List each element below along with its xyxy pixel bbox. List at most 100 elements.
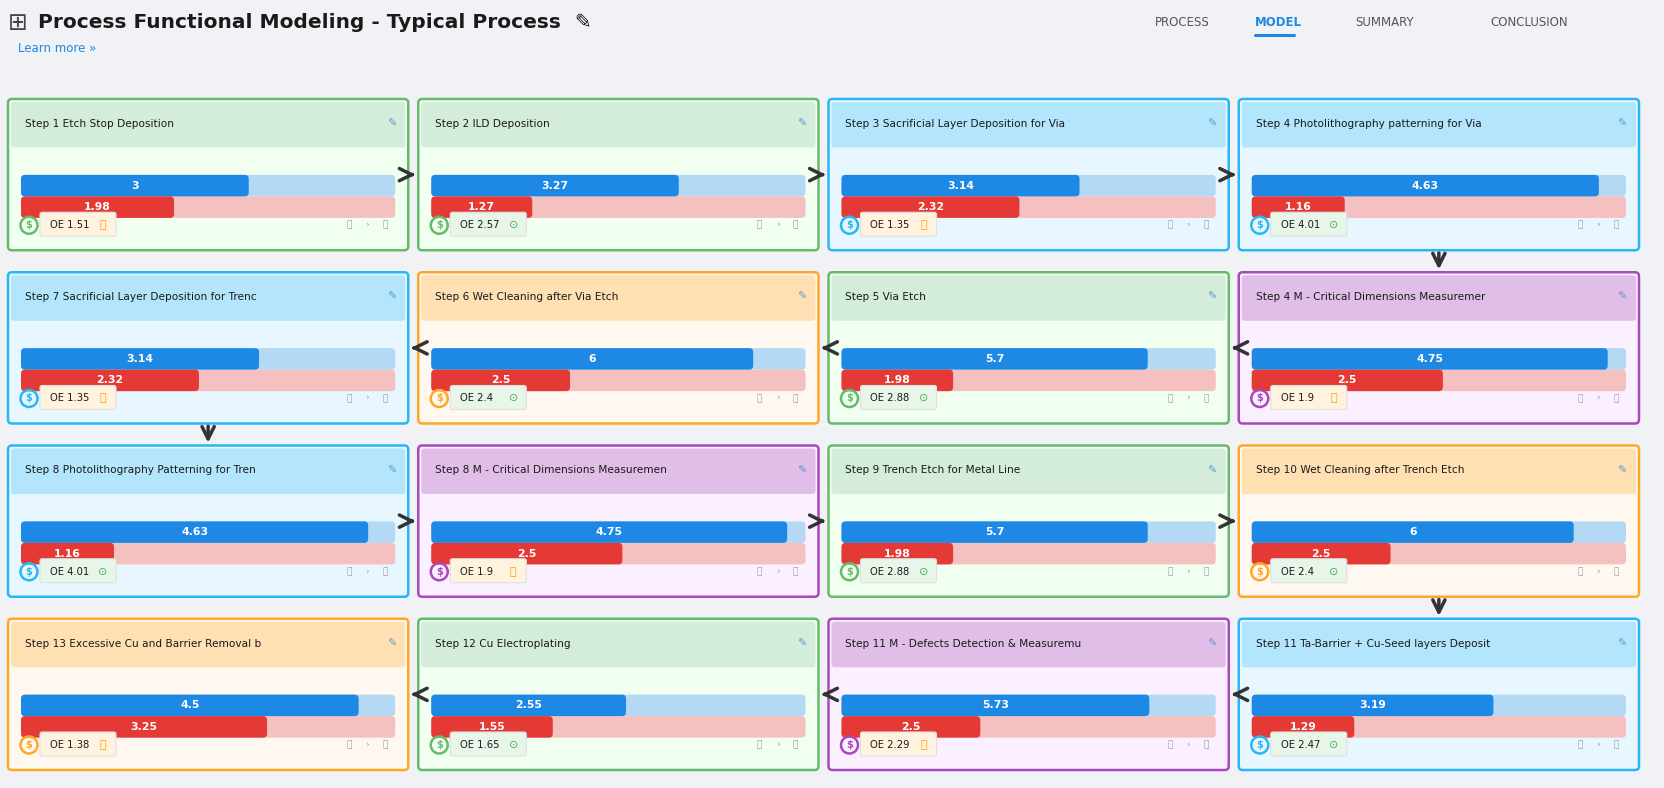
FancyBboxPatch shape	[22, 370, 394, 391]
FancyBboxPatch shape	[840, 522, 1215, 543]
FancyBboxPatch shape	[431, 543, 622, 564]
FancyBboxPatch shape	[22, 522, 368, 543]
FancyBboxPatch shape	[840, 716, 980, 738]
Text: $: $	[845, 221, 852, 230]
FancyBboxPatch shape	[418, 445, 819, 597]
Text: ›: ›	[775, 394, 779, 403]
Text: OE 4.01: OE 4.01	[1280, 221, 1320, 230]
FancyBboxPatch shape	[830, 448, 1225, 494]
Text: ›: ›	[1596, 741, 1599, 749]
Text: $: $	[436, 567, 443, 577]
FancyBboxPatch shape	[449, 732, 526, 756]
FancyBboxPatch shape	[431, 695, 805, 716]
Text: 🗑: 🗑	[1576, 221, 1582, 230]
Text: $: $	[845, 567, 852, 577]
Text: 1.98: 1.98	[884, 375, 910, 385]
Text: $: $	[845, 393, 852, 403]
FancyBboxPatch shape	[431, 370, 569, 391]
FancyBboxPatch shape	[22, 716, 266, 738]
Text: Step 2 ILD Deposition: Step 2 ILD Deposition	[434, 119, 549, 128]
Text: 🗑: 🗑	[1166, 741, 1171, 749]
Text: ✎: ✎	[386, 292, 396, 302]
Text: ✎: ✎	[1206, 119, 1216, 128]
Text: SUMMARY: SUMMARY	[1354, 17, 1413, 29]
FancyBboxPatch shape	[840, 348, 1215, 370]
Text: ⤢: ⤢	[383, 221, 388, 230]
Text: $: $	[1256, 221, 1263, 230]
FancyBboxPatch shape	[840, 522, 1146, 543]
Text: OE 4.01: OE 4.01	[50, 567, 90, 577]
FancyBboxPatch shape	[421, 448, 815, 494]
FancyBboxPatch shape	[431, 348, 752, 370]
Text: $: $	[1256, 567, 1263, 577]
Text: 6: 6	[587, 354, 596, 364]
FancyBboxPatch shape	[40, 732, 116, 756]
Text: 🗑: 🗑	[1166, 567, 1171, 576]
Text: Step 11 M - Defects Detection & Measuremu: Step 11 M - Defects Detection & Measurem…	[845, 638, 1082, 649]
FancyBboxPatch shape	[1241, 622, 1636, 667]
FancyBboxPatch shape	[1251, 716, 1626, 738]
FancyBboxPatch shape	[1241, 275, 1636, 321]
FancyBboxPatch shape	[22, 522, 394, 543]
Text: 2.5: 2.5	[1311, 548, 1330, 559]
Text: OE 2.4: OE 2.4	[1280, 567, 1313, 577]
FancyBboxPatch shape	[1241, 102, 1636, 147]
FancyBboxPatch shape	[8, 619, 408, 770]
FancyBboxPatch shape	[860, 732, 935, 756]
Text: 2.5: 2.5	[491, 375, 511, 385]
Text: Step 8 M - Critical Dimensions Measuremen: Step 8 M - Critical Dimensions Measureme…	[434, 465, 667, 475]
FancyBboxPatch shape	[22, 543, 113, 564]
FancyBboxPatch shape	[829, 619, 1228, 770]
Text: ✎: ✎	[797, 465, 805, 475]
FancyBboxPatch shape	[830, 102, 1225, 147]
FancyBboxPatch shape	[1238, 445, 1637, 597]
Text: $: $	[25, 393, 32, 403]
FancyBboxPatch shape	[22, 175, 248, 196]
Text: ⊙: ⊙	[1328, 740, 1338, 750]
Text: Step 5 Via Etch: Step 5 Via Etch	[845, 292, 925, 302]
Text: ⤢: ⤢	[1612, 567, 1617, 576]
Text: ⊞: ⊞	[8, 11, 28, 35]
Text: Step 7 Sacrificial Layer Deposition for Trenc: Step 7 Sacrificial Layer Deposition for …	[25, 292, 256, 302]
Text: 🗑: 🗑	[346, 221, 351, 230]
Text: $: $	[1256, 393, 1263, 403]
Text: 4.63: 4.63	[181, 527, 208, 537]
Text: ⤢: ⤢	[1203, 567, 1208, 576]
FancyBboxPatch shape	[421, 102, 815, 147]
Text: ›: ›	[1185, 394, 1188, 403]
FancyBboxPatch shape	[860, 385, 935, 410]
FancyBboxPatch shape	[1251, 522, 1626, 543]
Text: ⊙: ⊙	[919, 393, 927, 403]
FancyBboxPatch shape	[1270, 732, 1346, 756]
FancyBboxPatch shape	[22, 370, 198, 391]
Text: OE 1.35: OE 1.35	[870, 221, 909, 230]
Text: ✎: ✎	[386, 638, 396, 649]
Text: OE 2.4: OE 2.4	[459, 393, 493, 403]
FancyBboxPatch shape	[12, 448, 404, 494]
FancyBboxPatch shape	[1251, 522, 1572, 543]
Text: ✎: ✎	[1206, 638, 1216, 649]
FancyBboxPatch shape	[449, 385, 526, 410]
Text: ⤢: ⤢	[383, 567, 388, 576]
Text: ✎: ✎	[1616, 119, 1626, 128]
FancyBboxPatch shape	[12, 622, 404, 667]
FancyBboxPatch shape	[1251, 370, 1626, 391]
FancyBboxPatch shape	[1251, 543, 1389, 564]
FancyBboxPatch shape	[840, 370, 1215, 391]
FancyBboxPatch shape	[22, 716, 394, 738]
Text: ›: ›	[364, 221, 369, 230]
FancyBboxPatch shape	[1251, 175, 1597, 196]
Text: ✎: ✎	[386, 119, 396, 128]
Text: 2.5: 2.5	[900, 722, 920, 732]
Text: 3.14: 3.14	[126, 354, 153, 364]
Text: 5.73: 5.73	[982, 701, 1008, 711]
FancyBboxPatch shape	[1270, 559, 1346, 583]
Text: ⤢: ⤢	[792, 221, 797, 230]
FancyBboxPatch shape	[22, 348, 394, 370]
FancyBboxPatch shape	[1251, 695, 1626, 716]
FancyBboxPatch shape	[840, 196, 1215, 218]
FancyBboxPatch shape	[840, 196, 1018, 218]
FancyBboxPatch shape	[1270, 212, 1346, 236]
Text: Step 6 Wet Cleaning after Via Etch: Step 6 Wet Cleaning after Via Etch	[434, 292, 619, 302]
Text: ✎: ✎	[1616, 638, 1626, 649]
